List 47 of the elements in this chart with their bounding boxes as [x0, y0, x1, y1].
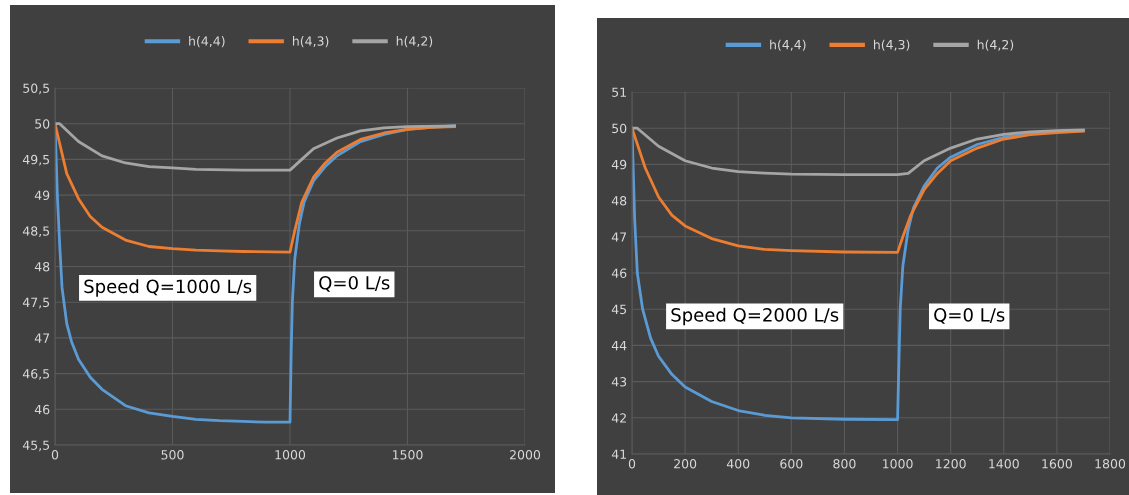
legend-label: h(4,3) [292, 36, 329, 48]
x-tick-label: 2000 [510, 450, 541, 460]
y-tick-label: 46,5 [22, 369, 50, 380]
x-tick-label: 1600 [1042, 459, 1072, 469]
y-tick-label: 50,5 [23, 83, 50, 95]
annotation: Speed Q=1000 L/s [84, 279, 252, 297]
x-tick-label: 0 [51, 450, 59, 460]
x-tick-label: 600 [780, 459, 803, 469]
y-tick-label: 46 [34, 404, 50, 415]
y-tick-label: 45 [611, 304, 627, 315]
y-tick-label: 46 [611, 268, 627, 278]
x-tick-label: 1800 [1095, 459, 1126, 469]
y-tick-label: 50 [35, 119, 50, 129]
y-tick-label: 49 [34, 190, 50, 201]
annotation: Speed Q=2000 L/s [671, 307, 839, 326]
x-tick-label: 800 [833, 459, 856, 469]
y-tick-label: 47 [611, 232, 627, 242]
y-tick-label: 47 [34, 333, 50, 343]
x-tick-label: 1500 [392, 450, 423, 460]
y-tick-label: 50 [612, 123, 627, 134]
x-tick-label: 1000 [275, 450, 306, 460]
legend-label: h(4,2) [396, 36, 433, 48]
x-tick-label: 0 [628, 459, 636, 469]
y-tick-label: 49,5 [22, 154, 50, 166]
x-tick-label: 1400 [989, 459, 1019, 469]
annotation: Q=0 L/s [934, 308, 1005, 324]
y-tick-label: 45,5 [22, 440, 50, 452]
y-tick-label: 48,5 [22, 226, 50, 237]
x-tick-label: 400 [726, 459, 750, 469]
x-tick-label: 500 [161, 450, 184, 460]
legend-label: h(4,3) [873, 39, 910, 51]
x-tick-label: 200 [674, 459, 697, 469]
x-tick-label: 1200 [936, 459, 966, 469]
y-tick-label: 42 [611, 413, 626, 423]
y-tick-label: 44 [611, 341, 627, 351]
y-tick-label: 51 [612, 87, 626, 97]
y-tick-label: 47,5 [22, 297, 50, 309]
legend-label: h(4,4) [770, 39, 806, 51]
annotation: Q=0 L/s [319, 275, 390, 292]
y-tick-label: 48 [611, 196, 627, 206]
y-tick-label: 41 [611, 449, 626, 459]
y-tick-label: 43 [611, 377, 627, 387]
y-tick-label: 48 [34, 261, 50, 272]
x-tick-label: 1000 [883, 459, 913, 469]
legend-label: h(4,2) [977, 39, 1014, 51]
legend-label: h(4,4) [189, 36, 225, 48]
y-tick-label: 49 [611, 159, 627, 170]
